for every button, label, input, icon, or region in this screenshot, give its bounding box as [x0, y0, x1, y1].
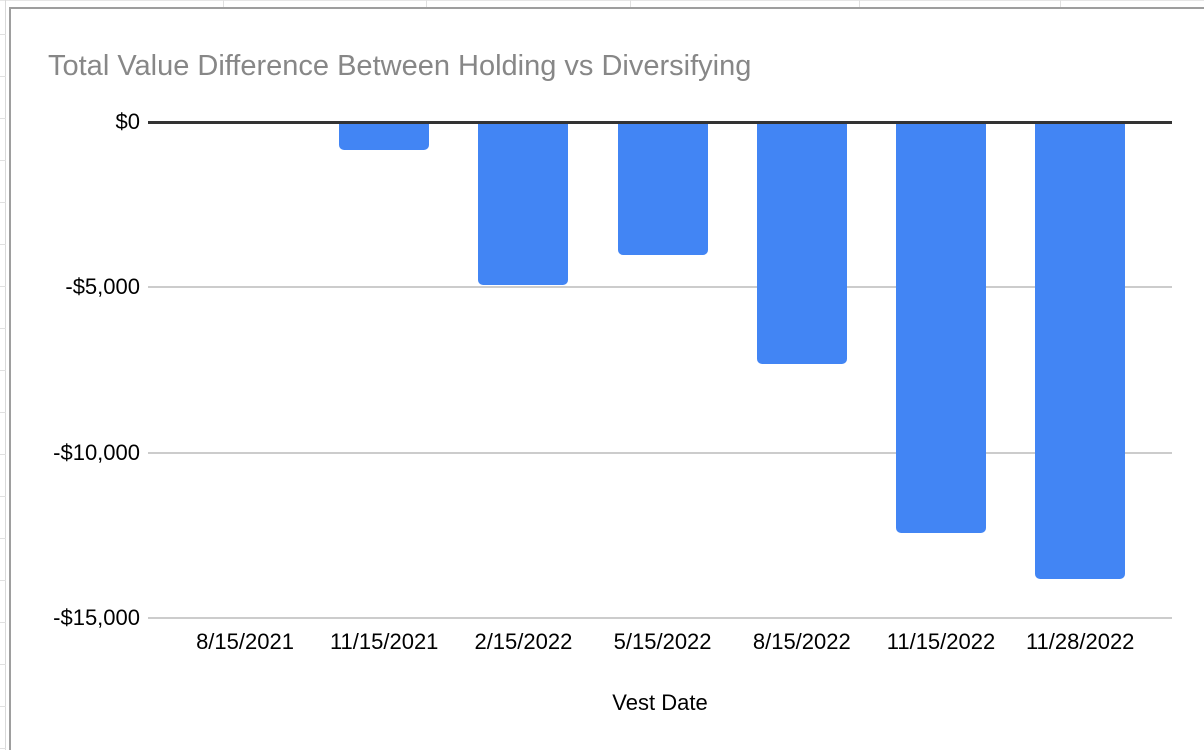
- sheet-column-gridline: [5, 0, 6, 750]
- chart-title: Total Value Difference Between Holding v…: [48, 50, 752, 82]
- y-gridline: [148, 286, 1172, 289]
- sheet-row-gridline: [0, 328, 6, 329]
- sheet-row-gridline: [0, 748, 6, 749]
- sheet-row-gridline: [0, 454, 6, 455]
- x-axis-tick-label: 11/15/2021: [329, 629, 439, 654]
- sheet-column-gridline: [1060, 0, 1061, 7]
- sheet-row-gridline: [0, 244, 6, 245]
- sheet-row-gridline: [0, 622, 6, 623]
- y-axis-tick-label: -$5,000: [65, 274, 140, 300]
- sheet-column-gridline: [859, 0, 860, 7]
- sheet-row-gridline: [0, 118, 6, 119]
- sheet-row-gridline: [0, 370, 6, 371]
- sheet-row-gridline: [0, 0, 1204, 1]
- sheet-column-gridline: [426, 0, 427, 7]
- bar-11-15-2022[interactable]: [896, 123, 986, 533]
- sheet-row-gridline: [0, 706, 6, 707]
- bar-5-15-2022[interactable]: [617, 123, 708, 256]
- y-axis-tick-label: -$15,000: [53, 605, 140, 630]
- sheet-column-gridline: [223, 0, 224, 7]
- x-axis-tick-label: 11/28/2022: [1025, 629, 1135, 654]
- x-axis-title: Vest Date: [612, 690, 708, 715]
- y-gridline: [148, 451, 1172, 454]
- sheet-row-gridline: [0, 664, 6, 665]
- sheet-row-gridline: [0, 412, 6, 413]
- sheet-row-gridline: [0, 202, 6, 203]
- sheet-row-gridline: [0, 286, 6, 287]
- x-axis-tick-label: 8/15/2021: [196, 629, 294, 654]
- bar-11-28-2022[interactable]: [1035, 123, 1126, 580]
- sheet-row-gridline: [0, 538, 6, 539]
- bar-11-15-2021[interactable]: [339, 123, 430, 150]
- x-axis-tick-label: 5/15/2022: [613, 629, 712, 654]
- sheet-column-gridline: [630, 0, 631, 7]
- bar-8-15-2022[interactable]: [756, 123, 847, 365]
- sheet-row-gridline: [0, 76, 6, 77]
- y-axis-tick-label: -$10,000: [53, 439, 140, 465]
- plot-area: $0 -$5,000 -$10,000 -$15,000 8/15/2021 11/15/…: [53, 110, 1172, 654]
- zero-axis-line: [148, 121, 1172, 124]
- y-axis-tick-label: $0: [115, 109, 140, 134]
- chart-container[interactable]: Total Value Difference Between Holding v…: [9, 7, 1204, 750]
- y-gridline: [148, 617, 1172, 619]
- sheet-row-gridline: [0, 160, 6, 161]
- sheet-row-gridline: [0, 34, 6, 35]
- x-axis-tick-label: 2/15/2022: [474, 629, 573, 654]
- sheet-row-gridline: [0, 580, 6, 581]
- sheet-row-gridline: [0, 496, 6, 497]
- x-axis-tick-label: 11/15/2022: [886, 629, 996, 654]
- bar-2-15-2022[interactable]: [478, 123, 569, 285]
- x-axis-tick-label: 8/15/2022: [752, 629, 851, 654]
